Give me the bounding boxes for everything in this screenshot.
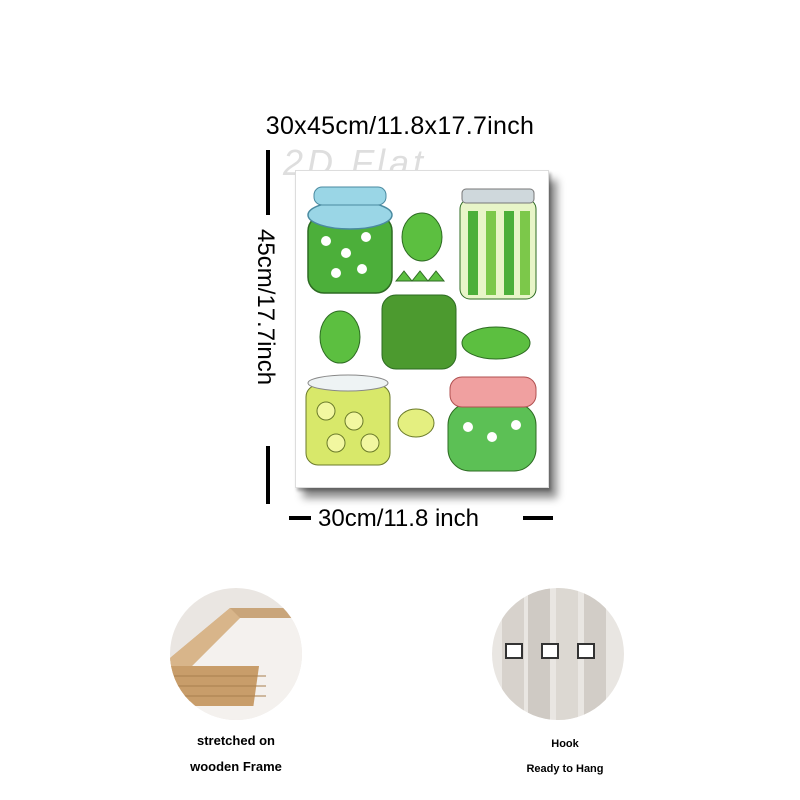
height-line-bottom [266, 446, 270, 504]
feature-hook-line2: Ready to Hang [526, 763, 604, 775]
width-line-left [289, 516, 311, 520]
pink-lid-jar [447, 376, 537, 472]
width-line-right [523, 516, 553, 520]
feature-hook-line1: Hook [551, 738, 579, 750]
height-label: 45cm/17.7inch [252, 229, 279, 386]
size-title: 30x45cm/11.8x17.7inch [265, 112, 535, 140]
yellow-pickle-jar [305, 374, 391, 466]
feature-frame-line2: wooden Frame [190, 759, 282, 774]
feature-frame-line1: stretched on [196, 733, 275, 748]
poster-artwork [295, 170, 549, 488]
hook-photo [492, 588, 624, 720]
blue-lid-jar [307, 186, 393, 294]
wooden-frame-photo [170, 588, 302, 720]
height-line-top [266, 150, 270, 215]
pickle-jars-illustration [305, 186, 537, 472]
tall-striped-jar [459, 188, 537, 300]
middle-dark-jar [381, 270, 457, 370]
width-label: 30cm/11.8 inch [318, 505, 479, 532]
